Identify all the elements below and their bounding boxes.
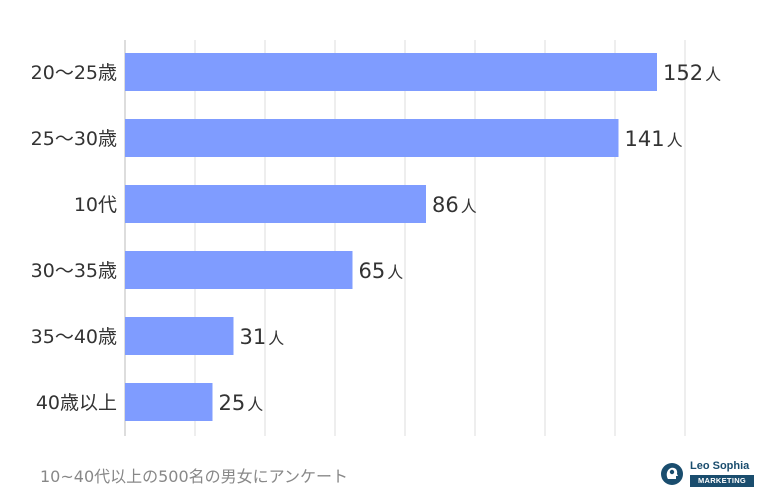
category-labels: 20〜25歳 25〜30歳 10代 30〜35歳 35〜40歳 40歳以上: [31, 62, 117, 414]
brain-head-icon: [661, 463, 683, 485]
bar: [125, 53, 657, 91]
category-label: 30〜35歳: [31, 260, 117, 282]
value-label: 141 人: [625, 127, 683, 151]
value-label: 86 人: [432, 193, 477, 217]
bar: [125, 383, 213, 421]
survey-footnote: 10~40代以上の500名の男女にアンケート: [40, 467, 349, 486]
value-labels: 152 人 141 人 86 人 65 人 31 人 25 人: [219, 61, 722, 415]
category-label: 20〜25歳: [31, 62, 117, 84]
value-label: 152 人: [663, 61, 721, 85]
category-label: 40歳以上: [36, 392, 117, 414]
value-label: 65 人: [359, 259, 404, 283]
bar-chart: 20〜25歳 25〜30歳 10代 30〜35歳 35〜40歳 40歳以上 152 人 141…: [31, 40, 722, 436]
gridlines: [124, 40, 686, 436]
logo-subtitle: MARKETING: [690, 475, 754, 487]
category-label: 10代: [74, 194, 117, 216]
bar: [125, 119, 619, 157]
category-label: 35〜40歳: [31, 326, 117, 348]
brand-logo: Leo Sophia MARKETING: [660, 460, 755, 490]
bar: [125, 317, 234, 355]
value-label: 31 人: [240, 325, 285, 349]
bar: [125, 185, 426, 223]
value-label: 25 人: [219, 391, 264, 415]
bars: [125, 53, 657, 421]
category-label: 25〜30歳: [31, 128, 117, 150]
bar: [125, 251, 353, 289]
logo-brand: Leo Sophia: [690, 460, 750, 472]
